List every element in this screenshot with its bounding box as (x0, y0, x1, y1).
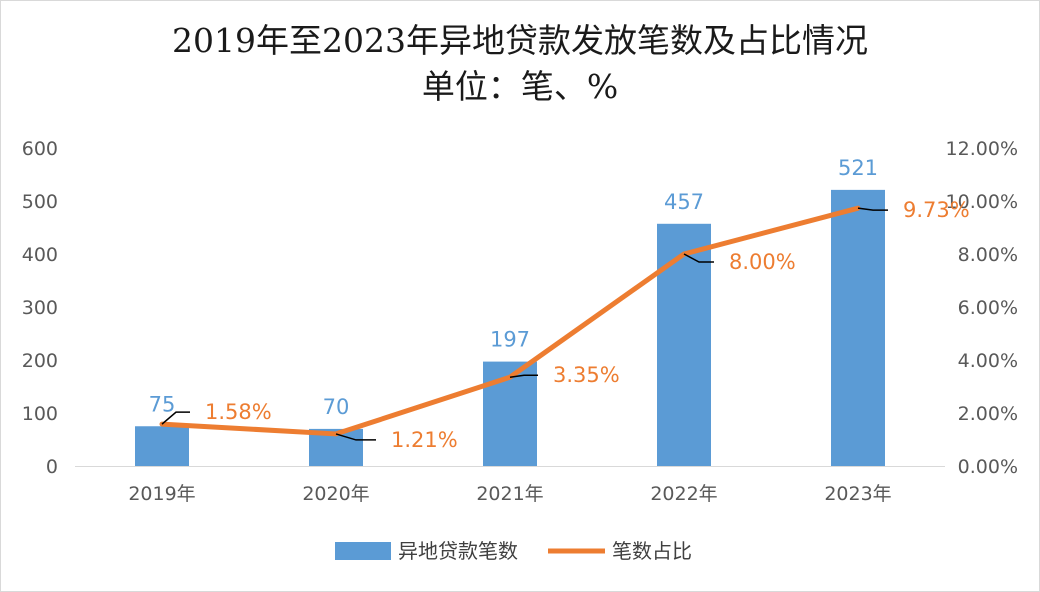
line-data-label: 9.73% (903, 198, 970, 222)
legend-label-line: 笔数占比 (612, 539, 692, 563)
x-tick-label: 2019年 (128, 483, 195, 505)
y-right-tick-label: 0.00% (958, 456, 1018, 478)
legend-label-bar: 异地贷款笔数 (398, 539, 518, 563)
y-right-tick-label: 6.00% (958, 297, 1018, 319)
bar (831, 189, 885, 466)
y-right-tick-label: 12.00% (946, 138, 1018, 160)
y-left-tick-label: 500 (22, 191, 58, 213)
x-tick-label: 2021年 (476, 483, 543, 505)
y-left-tick-label: 600 (22, 138, 58, 160)
bar-data-label: 197 (490, 328, 530, 352)
line-data-label: 8.00% (729, 250, 796, 274)
line-data-label: 1.21% (391, 428, 458, 452)
bar-data-label: 521 (838, 156, 878, 180)
data-label-leader (683, 253, 714, 263)
data-label-leader (335, 433, 376, 441)
x-tick-label: 2020年 (302, 483, 369, 505)
chart-subtitle: 单位：笔、% (421, 67, 619, 106)
y-right-tick-label: 4.00% (958, 350, 1018, 372)
bar (657, 223, 711, 466)
data-label-leader (509, 374, 538, 378)
x-tick-label: 2022年 (650, 483, 717, 505)
bar-data-label: 70 (323, 395, 350, 419)
bar-data-label: 457 (664, 190, 704, 214)
data-label-leader (161, 411, 190, 425)
y-left-tick-label: 300 (22, 297, 58, 319)
line-data-label: 3.35% (553, 363, 620, 387)
y-right-tick-label: 8.00% (958, 244, 1018, 266)
y-right-tick-label: 10.00% (946, 191, 1018, 213)
line-data-label: 1.58% (205, 400, 272, 424)
x-tick-label: 2023年 (824, 483, 891, 505)
chart-title: 2019年至2023年异地贷款发放笔数及占比情况 (172, 21, 868, 60)
y-right-tick-label: 2.00% (958, 403, 1018, 425)
bar-data-label: 75 (149, 392, 176, 416)
data-label-leader (857, 207, 888, 211)
y-left-tick-label: 100 (22, 403, 58, 425)
y-left-tick-label: 400 (22, 244, 58, 266)
chart-title-block: 2019年至2023年异地贷款发放笔数及占比情况 单位：笔、% (0, 18, 1040, 110)
y-left-tick-label: 0 (46, 456, 58, 478)
bar (135, 426, 189, 466)
legend-swatch-bar (335, 542, 391, 560)
y-left-tick-label: 200 (22, 350, 58, 372)
